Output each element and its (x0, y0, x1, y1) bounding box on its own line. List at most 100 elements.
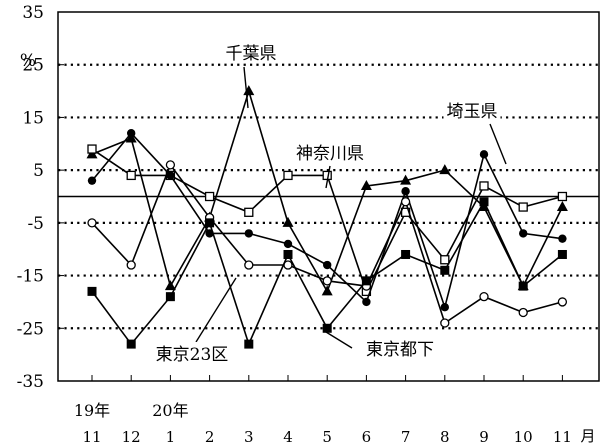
y-axis-unit: % (20, 51, 36, 71)
data-point (322, 276, 332, 286)
y-tick-label: 15 (22, 108, 44, 128)
year-label: 19年 (74, 401, 110, 420)
callout-leader (325, 165, 331, 189)
data-point (244, 229, 253, 238)
data-point (282, 216, 294, 227)
data-point (360, 179, 372, 190)
data-point (125, 132, 137, 143)
callout-background (222, 41, 280, 63)
x-tick-label: 12 (122, 428, 141, 443)
data-point (165, 160, 176, 170)
data-point (479, 197, 489, 207)
data-point (479, 292, 489, 302)
y-axis-ticks: 35 25 15 5 -5 -15 -25 -35 (17, 3, 64, 392)
callout-leader (489, 123, 507, 165)
data-point (440, 255, 450, 265)
data-point (479, 150, 489, 159)
callout-label: 千葉県 (226, 44, 277, 64)
callout-label: 埼玉県 (447, 102, 498, 122)
data-point (401, 187, 410, 196)
data-point (519, 229, 528, 238)
series-line (91, 163, 563, 325)
data-point (87, 286, 97, 296)
callout-label: 東京都下 (366, 340, 434, 360)
x-tick-label: 7 (401, 428, 411, 443)
x-tick-label: 5 (322, 428, 332, 443)
callout-label: 東京23区 (156, 345, 229, 365)
data-point (322, 323, 332, 333)
callout-leader (325, 331, 353, 349)
x-tick-label: 10 (514, 428, 533, 443)
data-point (127, 129, 136, 138)
x-tick-label: 2 (205, 428, 215, 443)
data-point (400, 174, 412, 185)
series-filled-circle (87, 129, 567, 312)
data-point (126, 170, 136, 181)
data-point (204, 191, 215, 202)
data-point (166, 171, 175, 180)
callout-leader (243, 66, 249, 109)
data-point (557, 297, 568, 307)
data-point (518, 281, 528, 291)
callout-background (293, 141, 367, 163)
data-point (518, 202, 528, 212)
data-point (283, 239, 293, 249)
data-point (558, 234, 567, 243)
x-tick-label: 8 (440, 428, 450, 443)
data-point (361, 276, 371, 286)
data-point (205, 218, 215, 228)
data-point (126, 260, 136, 270)
data-point (323, 260, 332, 270)
data-point (87, 218, 97, 228)
data-point (479, 181, 489, 191)
data-point (440, 318, 450, 328)
callout-background (146, 342, 238, 364)
data-point (440, 265, 450, 275)
data-point (243, 85, 255, 96)
data-point (165, 292, 175, 302)
data-point (126, 339, 136, 349)
series-open-square (87, 144, 568, 297)
y-tick-label: -35 (17, 372, 44, 392)
data-point (518, 307, 528, 318)
data-point (400, 197, 411, 207)
x-axis-ticks: 11 12 1 2 3 4 5 6 7 8 9 10 11 (82, 375, 572, 443)
data-point (87, 176, 97, 185)
y-tick-label: 25 (22, 56, 44, 76)
data-point (321, 285, 333, 296)
year-label: 20年 (152, 401, 188, 420)
data-point (283, 249, 293, 259)
data-point (439, 164, 451, 175)
data-point (164, 280, 176, 291)
data-point (440, 303, 449, 312)
y-tick-label: 5 (33, 161, 44, 181)
data-point (401, 249, 411, 259)
y-tick-label: -5 (27, 214, 44, 234)
x-tick-label: 4 (283, 428, 293, 443)
plot-frame (57, 11, 600, 382)
x-tick-label: 3 (244, 428, 254, 443)
callout-background (443, 99, 501, 121)
callout-leader (195, 277, 237, 343)
x-tick-label: 6 (362, 428, 372, 443)
data-point (362, 297, 371, 307)
series-filled-square (87, 197, 567, 349)
x-tick-label: 11 (82, 428, 101, 443)
data-point (557, 249, 567, 259)
x-axis-unit: 月 (580, 427, 595, 443)
y-tick-label: 35 (22, 3, 44, 23)
data-point (87, 144, 97, 154)
callout-background (363, 337, 437, 359)
callout-label: 神奈川県 (296, 144, 364, 164)
x-tick-label: 9 (479, 428, 489, 443)
x-tick-label: 11 (553, 428, 572, 443)
data-point (557, 191, 568, 202)
data-point (244, 339, 254, 349)
year-labels: 19年 20年 (74, 401, 189, 420)
series-open-circle (87, 160, 568, 328)
data-point (244, 207, 254, 217)
x-tick-label: 1 (166, 428, 176, 443)
data-point (244, 260, 254, 270)
